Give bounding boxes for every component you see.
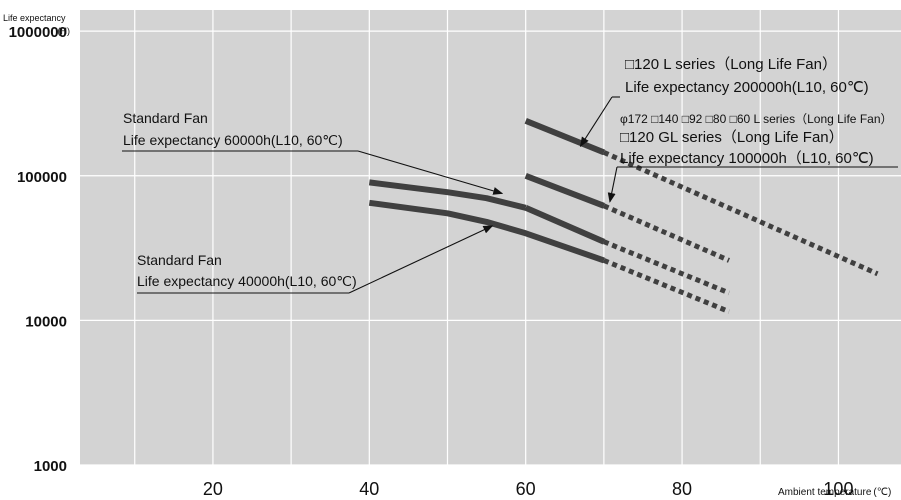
annotation-standard-60000: Standard Fan Life expectancy 60000h(L10,… (123, 110, 343, 148)
x-axis-label: Ambient temperature (℃) (778, 487, 891, 498)
annotation-gl-series: φ172 □140 □92 □80 □60 L series（Long Life… (620, 110, 897, 167)
annotation-leaders (122, 96, 898, 294)
series-group (368, 118, 879, 314)
series-1-dashed-line (602, 258, 730, 314)
annotation-gl-series-line1: φ172 □140 □92 □80 □60 L series（Long Life… (620, 112, 893, 126)
leader-standard-40000-arrow (348, 225, 494, 294)
annotation-gl-series-line3: Life expectancy 100000h（L10, 60℃) (620, 150, 874, 167)
x-tick-label: 60 (516, 479, 536, 499)
annotation-standard-40000: Standard Fan Life expectancy 40000h(L10,… (137, 252, 357, 289)
y-axis-title: Life expectancy (3, 13, 66, 23)
x-tick-label: 80 (672, 479, 692, 499)
grid (80, 10, 901, 466)
series-4-solid-line (524, 118, 606, 156)
series-0-solid-line (368, 179, 527, 211)
annotation-l-series: □120 L series（Long Life Fan） Life expect… (625, 56, 869, 96)
x-tick-label: 100 (823, 479, 853, 499)
series-2-solid-line (524, 172, 605, 209)
plot-background (80, 10, 901, 465)
annotation-standard-40000-line2: Life expectancy 40000h(L10, 60℃) (137, 273, 357, 289)
x-tick-label: 20 (203, 479, 223, 499)
annotation-standard-60000-line1: Standard Fan (123, 110, 208, 126)
leader-standard-60000-arrow (357, 150, 504, 195)
y-axis-unit: (H) (58, 26, 71, 36)
y-tick-label: 10000 (25, 313, 67, 330)
x-axis-title: Ambient temperature (778, 487, 872, 498)
x-tick-label: 40 (359, 479, 379, 499)
leader-l-series-arrow (579, 96, 613, 148)
y-tick-labels: 1000 10000 100000 1000000 (9, 24, 67, 475)
annotation-gl-series-line2: □120 GL series（Long Life Fan） (620, 129, 844, 146)
annotation-l-series-line1: □120 L series（Long Life Fan） (625, 56, 837, 73)
y-tick-label: 1000 (34, 458, 67, 475)
annotation-standard-40000-line1: Standard Fan (137, 252, 222, 268)
series-3-dashed-line (602, 239, 730, 296)
series-2-dashed-line (602, 203, 731, 263)
leader-gl-series-arrow (607, 166, 618, 203)
annotation-l-series-line2: Life expectancy 200000h(L10, 60℃) (625, 79, 869, 96)
series-1-solid-line (368, 199, 605, 264)
x-axis-unit: (℃) (873, 487, 891, 498)
series-4-dashed-line (602, 150, 879, 277)
series-3-solid-line (524, 205, 606, 245)
annotation-standard-60000-line2: Life expectancy 60000h(L10, 60℃) (123, 132, 343, 148)
y-tick-label: 100000 (17, 169, 67, 186)
y-tick-label: 1000000 (9, 24, 67, 41)
x-tick-labels: 20 40 60 80 100 (203, 479, 854, 499)
